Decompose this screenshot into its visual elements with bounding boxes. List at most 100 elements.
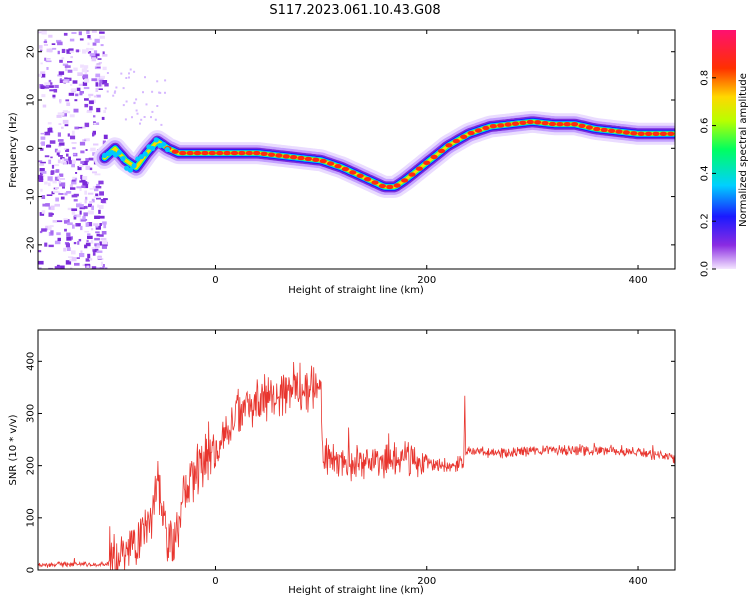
noise-speck — [156, 80, 159, 83]
noise-speck — [87, 253, 91, 259]
noise-speck — [83, 183, 89, 189]
colorbar: 0.0 0.2 0.4 0.6 0.8 Normalized spectral ampl… — [700, 30, 749, 277]
ridge-peak — [193, 150, 202, 156]
ridge-peak — [504, 122, 512, 127]
noise-speck — [56, 114, 62, 118]
noise-speck — [94, 242, 100, 246]
ridge-peak — [378, 183, 386, 189]
noise-speck — [63, 158, 69, 162]
noise-speck — [102, 221, 107, 225]
ridge-peak — [630, 131, 638, 136]
noise-speck — [48, 34, 53, 38]
noise-speck — [144, 76, 146, 79]
noise-speck — [60, 196, 65, 200]
noise-speck — [59, 182, 66, 187]
noise-speck — [80, 219, 86, 222]
noise-speck — [67, 133, 70, 137]
ridge-peak — [571, 122, 579, 127]
noise-speck — [150, 116, 152, 119]
noise-speck — [87, 35, 91, 39]
noise-speck — [41, 210, 46, 214]
noise-speck — [76, 49, 79, 53]
noise-speck — [75, 172, 78, 174]
noise-speck — [39, 163, 45, 166]
noise-speck — [93, 223, 99, 226]
noise-speck — [93, 143, 99, 146]
noise-speck — [62, 186, 65, 189]
noise-speck — [84, 190, 87, 195]
ridge-peak — [238, 150, 246, 156]
noise-speck — [58, 71, 65, 75]
ridge-peak — [430, 154, 438, 160]
noise-speck — [53, 89, 58, 93]
ridge-peak — [201, 150, 209, 156]
ridge-peak — [116, 149, 122, 155]
noise-speck — [62, 80, 68, 83]
noise-speck — [73, 193, 79, 197]
noise-speck — [43, 41, 48, 44]
noise-speck — [82, 176, 88, 180]
ridge-peak — [534, 120, 542, 125]
noise-speck — [61, 126, 64, 129]
ridge-peak — [186, 150, 194, 156]
noise-speck — [76, 203, 81, 208]
noise-speck — [120, 72, 123, 75]
noise-speck — [104, 83, 109, 87]
noise-speck — [59, 99, 62, 104]
ridge-peak — [135, 156, 141, 162]
noise-speck — [86, 30, 90, 35]
ridge-peak — [334, 164, 342, 169]
noise-speck — [82, 264, 86, 266]
noise-speck — [79, 180, 85, 183]
noise-speck — [66, 191, 72, 194]
noise-speck — [72, 80, 78, 84]
spectrogram-ylabel: Frequency (Hz) — [8, 112, 19, 188]
noise-speck — [54, 266, 61, 269]
ridge-peak — [164, 146, 170, 153]
noise-speck — [94, 243, 97, 247]
noise-speck — [87, 51, 92, 54]
ridge-peak — [585, 125, 594, 130]
noise-speck — [85, 258, 90, 262]
noise-speck — [133, 70, 136, 73]
noise-speck — [79, 38, 84, 41]
noise-speck — [58, 193, 64, 195]
noise-speck — [47, 127, 53, 133]
noise-speck — [51, 164, 55, 169]
noise-speck — [74, 214, 77, 217]
noise-speck — [80, 225, 83, 231]
noise-speck — [63, 148, 67, 150]
snr-ticks: 0 200 400 0 100 200 300 400 — [26, 330, 675, 587]
noise-speck — [79, 186, 82, 191]
x-tick-label: 200 — [417, 275, 436, 286]
noise-speck — [96, 94, 101, 98]
noise-speck — [85, 149, 88, 151]
noise-speck — [58, 123, 62, 125]
ridge-peak — [131, 163, 137, 169]
noise-speck — [102, 66, 107, 71]
noise-speck — [40, 161, 46, 164]
colorbar-tick-label: 0.4 — [700, 165, 711, 181]
y-tick-label: 0 — [26, 567, 37, 573]
ridge-peak — [474, 128, 483, 133]
noise-speck — [63, 32, 68, 36]
ridge-peak — [216, 150, 224, 156]
noise-speck — [103, 223, 107, 229]
noise-speck — [85, 69, 89, 72]
noise-speck — [71, 163, 75, 168]
noise-speck — [95, 186, 102, 189]
noise-speck — [65, 66, 68, 72]
noise-speck — [86, 239, 89, 243]
noise-speck — [56, 264, 60, 268]
noise-speck — [48, 159, 52, 165]
noise-speck — [44, 242, 48, 247]
noise-speck — [69, 114, 75, 118]
noise-speck — [106, 72, 109, 74]
noise-speck — [55, 169, 60, 173]
noise-speck — [80, 174, 83, 180]
noise-speck — [40, 49, 43, 52]
noise-speck — [94, 215, 100, 219]
noise-speck — [84, 122, 90, 128]
noise-speck — [100, 261, 103, 266]
noise-speck — [47, 176, 53, 181]
